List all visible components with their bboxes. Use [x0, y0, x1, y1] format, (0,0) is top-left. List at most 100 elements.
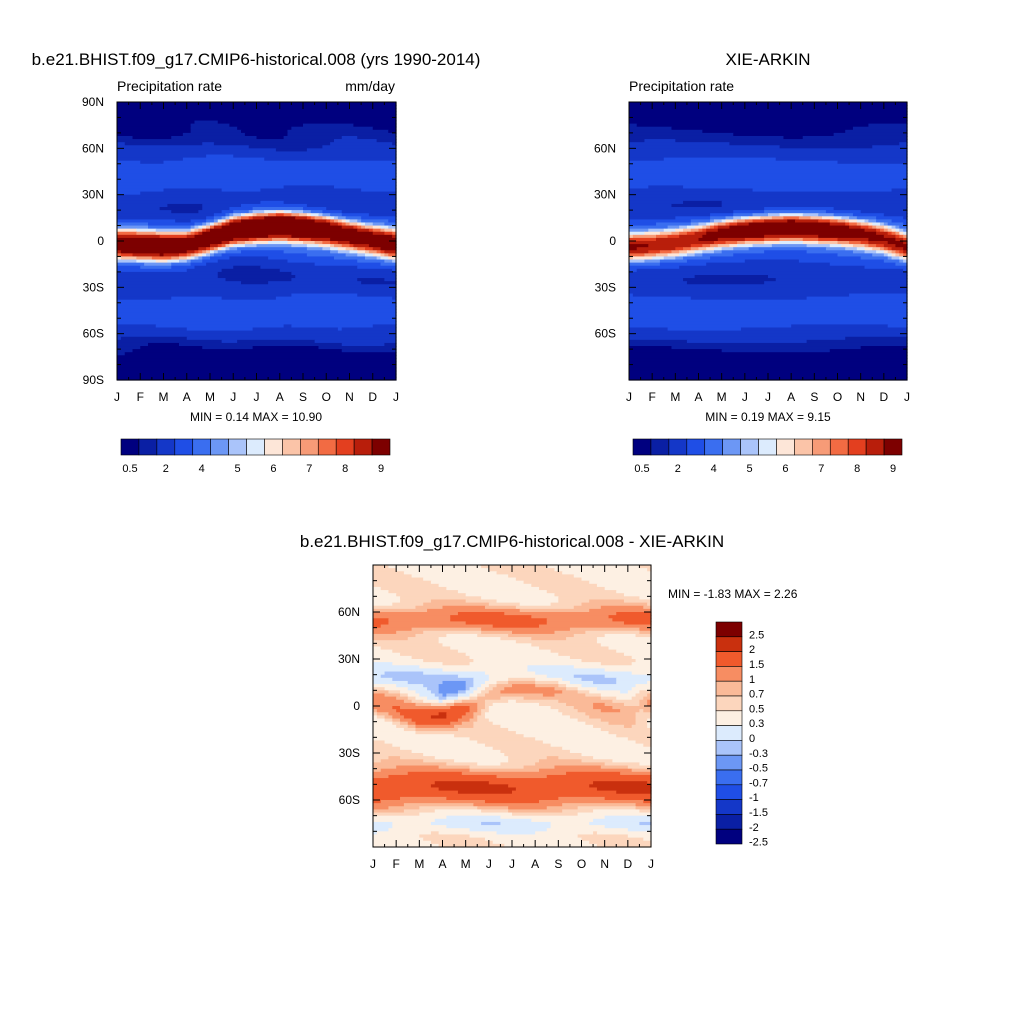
- model-colorbar-swatch: [335, 438, 355, 456]
- difference-x-tick-label: M: [414, 857, 424, 871]
- obs-x-tick-label: J: [904, 390, 910, 404]
- difference-colorbar-swatch: [715, 769, 743, 786]
- model-x-tick-label: M: [159, 390, 169, 404]
- difference-panel: b.e21.BHIST.f09_g17.CMIP6-historical.008…: [300, 532, 798, 871]
- model-y-tick-label: 60N: [82, 141, 104, 155]
- difference-colorbar-swatch: [715, 621, 743, 638]
- obs-colorbar-swatch: [776, 438, 795, 456]
- obs-colorbar-swatch: [794, 438, 813, 456]
- obs-colorbar-swatch: [883, 438, 903, 456]
- model-variable-label: Precipitation rate: [117, 78, 222, 94]
- obs-colorbar-swatch: [668, 438, 688, 456]
- difference-heatmap: [373, 565, 652, 848]
- obs-y-tick-label: 30N: [594, 188, 616, 202]
- model-colorbar-swatch: [282, 438, 301, 456]
- difference-x-tick-label: D: [623, 857, 632, 871]
- difference-x-tick-label: F: [392, 857, 399, 871]
- obs-colorbar-swatch: [740, 438, 759, 456]
- difference-colorbar-swatch: [715, 814, 743, 830]
- difference-colorbar-swatch: [715, 680, 743, 697]
- obs-y-tick-label: 60S: [595, 327, 616, 341]
- difference-colorbar: 2.5 2 1.5 1 0.7 0.5 0.3 0 -0.3 -0.5 -0.7 -1 -1.5 -2 -2…: [715, 621, 768, 849]
- model-colorbar-swatch: [174, 438, 194, 456]
- obs-variable-label: Precipitation rate: [629, 78, 734, 94]
- difference-colorbar-label: -1: [749, 792, 759, 804]
- obs-x-tick-label: J: [742, 390, 748, 404]
- model-colorbar-swatch: [210, 438, 229, 456]
- obs-colorbar-label: 5: [747, 463, 753, 475]
- difference-x-tick-label: J: [509, 857, 515, 871]
- obs-colorbar-label: 4: [711, 463, 717, 475]
- model-x-tick-label: J: [254, 390, 260, 404]
- model-colorbar-label: 7: [306, 463, 312, 475]
- model-x-tick-label: A: [183, 390, 191, 404]
- model-y-tick-label: 30S: [83, 280, 104, 294]
- model-y-tick-label: 90N: [82, 95, 104, 109]
- model-min-max-label: MIN = 0.14 MAX = 10.90: [190, 410, 322, 424]
- model-colorbar-swatch: [120, 438, 140, 456]
- difference-colorbar-swatch: [715, 710, 743, 726]
- model-y-tick-label: 60S: [83, 327, 104, 341]
- obs-x-tick-label: N: [856, 390, 865, 404]
- model-colorbar-swatch: [300, 438, 319, 456]
- difference-x-tick-label: J: [486, 857, 492, 871]
- obs-x-tick-label: A: [787, 390, 795, 404]
- difference-colorbar-swatch: [715, 725, 743, 741]
- model-x-tick-label: N: [345, 390, 354, 404]
- difference-x-tick-label: N: [600, 857, 609, 871]
- difference-colorbar-swatch: [715, 636, 743, 652]
- obs-colorbar-swatch: [829, 438, 849, 456]
- model-x-tick-label: S: [299, 390, 307, 404]
- model-x-tick-label: M: [205, 390, 215, 404]
- obs-colorbar-label: 8: [854, 463, 860, 475]
- obs-colorbar-swatch: [758, 438, 777, 456]
- difference-colorbar-label: -2: [749, 822, 759, 834]
- obs-x-tick-label: D: [879, 390, 888, 404]
- obs-colorbar-label: 6: [782, 463, 788, 475]
- obs-x-tick-label: M: [717, 390, 727, 404]
- model-colorbar-swatch: [156, 438, 176, 456]
- model-colorbar-label: 5: [235, 463, 241, 475]
- model-units-label: mm/day: [345, 78, 395, 94]
- model-colorbar-swatch: [317, 438, 337, 456]
- model-x-tick-label: J: [393, 390, 399, 404]
- difference-y-tick-label: 30N: [338, 652, 360, 666]
- difference-colorbar-label: 1.5: [749, 659, 764, 671]
- obs-colorbar-swatch: [812, 438, 831, 456]
- difference-panel-title: b.e21.BHIST.f09_g17.CMIP6-historical.008…: [300, 532, 724, 551]
- obs-y-tick-label: 0: [609, 234, 616, 248]
- difference-colorbar-swatch: [715, 666, 743, 682]
- obs-colorbar-swatch: [865, 438, 885, 456]
- model-colorbar-swatch: [264, 438, 283, 456]
- difference-colorbar-label: 0: [749, 733, 755, 745]
- model-colorbar-label: 2: [163, 463, 169, 475]
- difference-colorbar-label: -0.3: [749, 748, 768, 760]
- model-colorbar-swatch: [228, 438, 247, 456]
- obs-colorbar-swatch: [847, 438, 867, 456]
- obs-y-tick-label: 30S: [595, 280, 616, 294]
- difference-y-tick-label: 0: [353, 699, 360, 713]
- model-colorbar-label: 0.5: [122, 463, 137, 475]
- model-colorbar-label: 8: [342, 463, 348, 475]
- difference-colorbar-label: 2.5: [749, 629, 764, 641]
- obs-colorbar-label: 0.5: [634, 463, 649, 475]
- model-colorbar-label: 9: [378, 463, 384, 475]
- model-colorbar-swatch: [246, 438, 265, 456]
- difference-colorbar-label: 1: [749, 674, 755, 686]
- model-colorbar-swatch: [192, 438, 211, 456]
- model-colorbar-swatch: [353, 438, 373, 456]
- obs-x-tick-label: J: [765, 390, 771, 404]
- difference-colorbar-label: -0.5: [749, 763, 768, 775]
- model-colorbar-swatch: [138, 438, 158, 456]
- obs-colorbar-swatch: [686, 438, 706, 456]
- model-colorbar-swatch: [371, 438, 391, 456]
- model-panel-title: b.e21.BHIST.f09_g17.CMIP6-historical.008…: [32, 50, 481, 69]
- obs-x-tick-label: M: [670, 390, 680, 404]
- difference-min-max-label: MIN = -1.83 MAX = 2.26: [668, 587, 798, 601]
- difference-x-tick-label: O: [577, 857, 586, 871]
- difference-x-tick-label: S: [554, 857, 562, 871]
- model-y-tick-label: 30N: [82, 188, 104, 202]
